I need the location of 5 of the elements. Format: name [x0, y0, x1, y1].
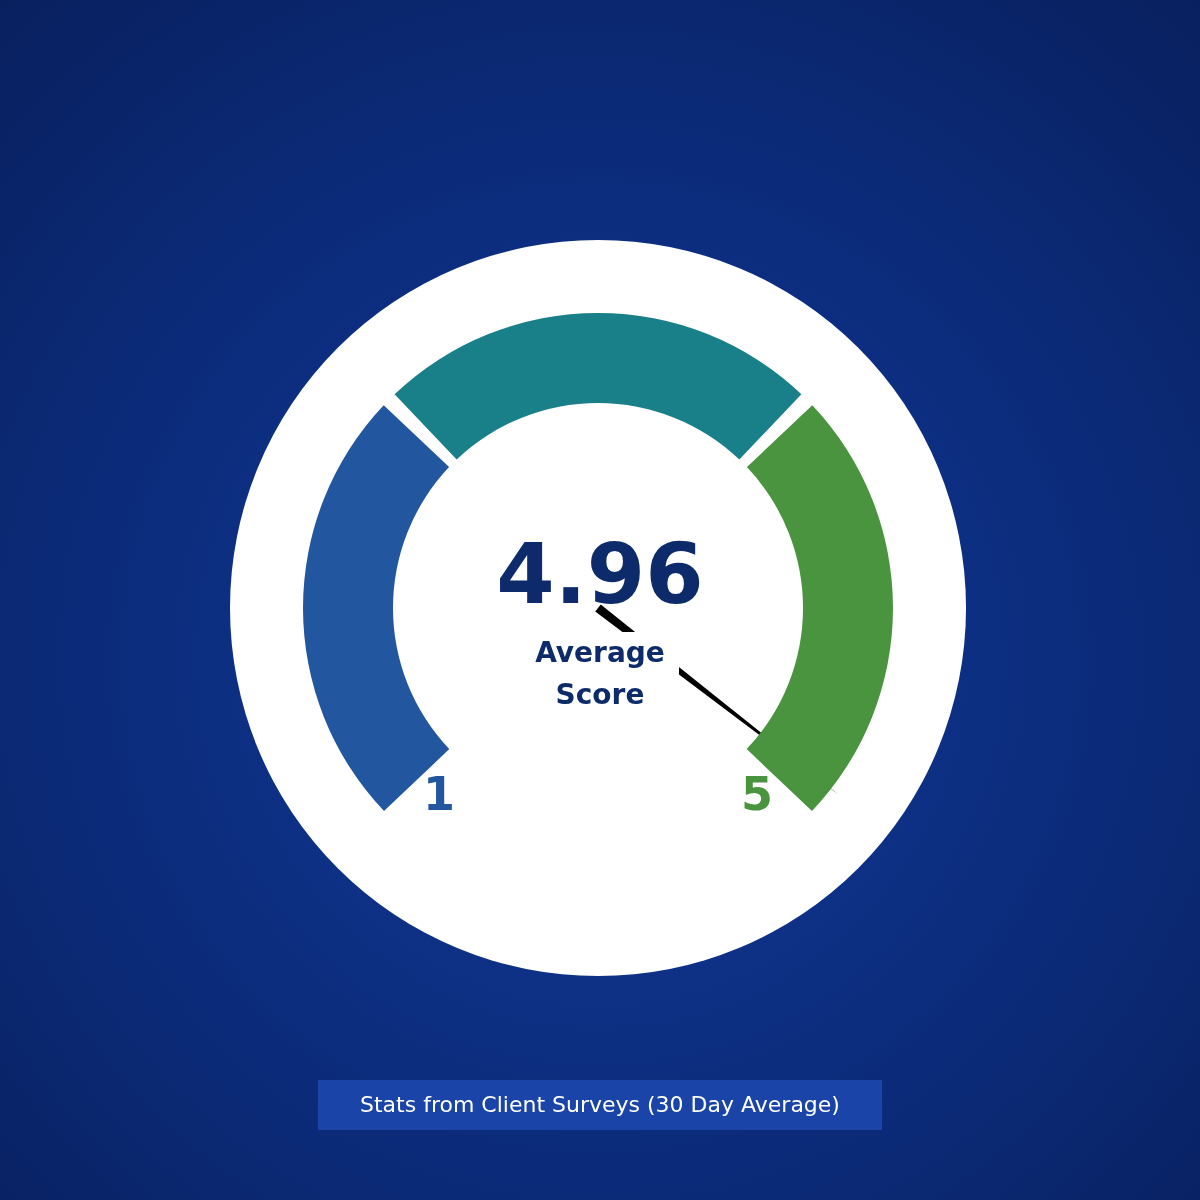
slice-label: 1 [422, 767, 455, 822]
text: Average Score [521, 632, 679, 716]
text: Stats from Client Surveys (30 Day Average) [318, 1080, 882, 1130]
slice-label: 5 [741, 767, 774, 822]
text: 4.96 [495, 525, 705, 623]
